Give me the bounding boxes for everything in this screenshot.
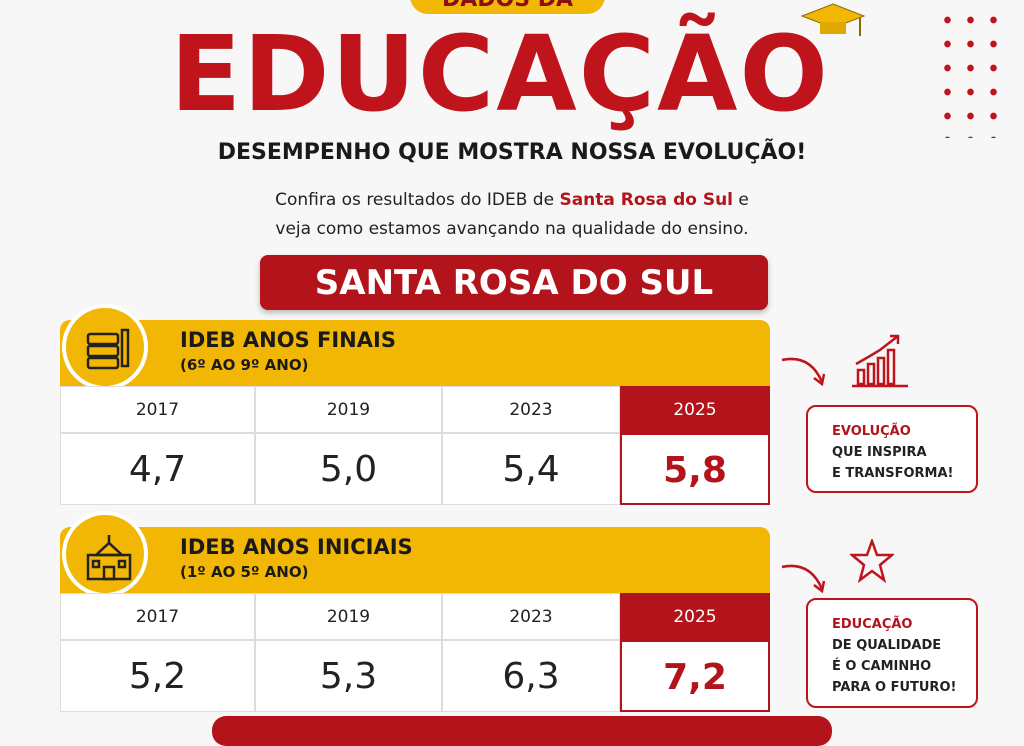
year-cell: 2025	[620, 593, 770, 640]
year-cell: 2017	[60, 386, 255, 433]
cap-icon	[800, 3, 866, 36]
section-icon	[62, 304, 148, 390]
city-banner: SANTA ROSA DO SUL	[260, 255, 768, 310]
arrow	[780, 559, 830, 603]
section-header	[60, 320, 770, 386]
year-cell: 2023	[442, 593, 620, 640]
year-cell: 2017	[60, 593, 255, 640]
note-box: EVOLUÇÃO QUE INSPIRA E TRANSFORMA!	[806, 405, 978, 493]
value-cell: 5,8	[620, 433, 770, 505]
section-title: IDEB ANOS INICIAIS	[180, 535, 413, 559]
value-cell: 5,4	[442, 433, 620, 505]
intro-text: e veja como estamos avançando na qualida…	[275, 190, 749, 239]
value-cell: 6,3	[442, 640, 620, 712]
section-icon	[62, 511, 148, 597]
value-cell: 4,7	[60, 433, 255, 505]
section-title: IDEB ANOS FINAIS	[180, 328, 396, 352]
intro-city: Santa Rosa do Sul	[559, 190, 734, 210]
top-label: DADOS DA	[410, 0, 605, 14]
section-subtitle: (1º AO 5º ANO)	[180, 563, 309, 581]
section-subtitle: (6º AO 9º ANO)	[180, 356, 309, 374]
value-cell: 7,2	[620, 640, 770, 712]
note-line: E TRANSFORMA!	[832, 466, 954, 481]
title: EDUCAÇÃO	[170, 13, 830, 135]
note-line: PARA O FUTURO!	[832, 680, 957, 695]
year-cell: 2025	[620, 386, 770, 433]
books-icon	[86, 328, 130, 370]
year-cell: 2019	[255, 593, 442, 640]
note-line: DE QUALIDADE	[832, 638, 942, 653]
year-cell: 2023	[442, 386, 620, 433]
growth-icon	[852, 334, 908, 388]
section-header	[60, 527, 770, 593]
value-cell: 5,3	[255, 640, 442, 712]
arrow	[780, 352, 830, 396]
note-line: EVOLUÇÃO	[832, 424, 911, 439]
badge-icon	[850, 332, 910, 396]
badge-icon	[848, 537, 896, 587]
star-icon	[848, 537, 896, 584]
arrow-icon	[781, 564, 826, 594]
note-line: É O CAMINHO	[832, 659, 932, 674]
value-cell: 5,2	[60, 640, 255, 712]
school-icon	[86, 535, 132, 581]
note-line: EDUCAÇÃO	[832, 617, 913, 632]
decor-bottom	[212, 716, 832, 746]
decor-dots	[936, 8, 1006, 138]
value-cell: 5,0	[255, 433, 442, 505]
subtitle: DESEMPENHO QUE MOSTRA NOSSA EVOLUÇÃO!	[217, 140, 807, 165]
intro: Confira os resultados do IDEB de Santa R…	[262, 186, 762, 244]
note-line: QUE INSPIRA	[832, 445, 927, 460]
intro-text: Confira os resultados do IDEB de	[275, 190, 555, 210]
year-cell: 2019	[255, 386, 442, 433]
arrow-icon	[781, 357, 826, 387]
note-box: EDUCAÇÃO DE QUALIDADE É O CAMINHO PARA O FU…	[806, 598, 978, 708]
